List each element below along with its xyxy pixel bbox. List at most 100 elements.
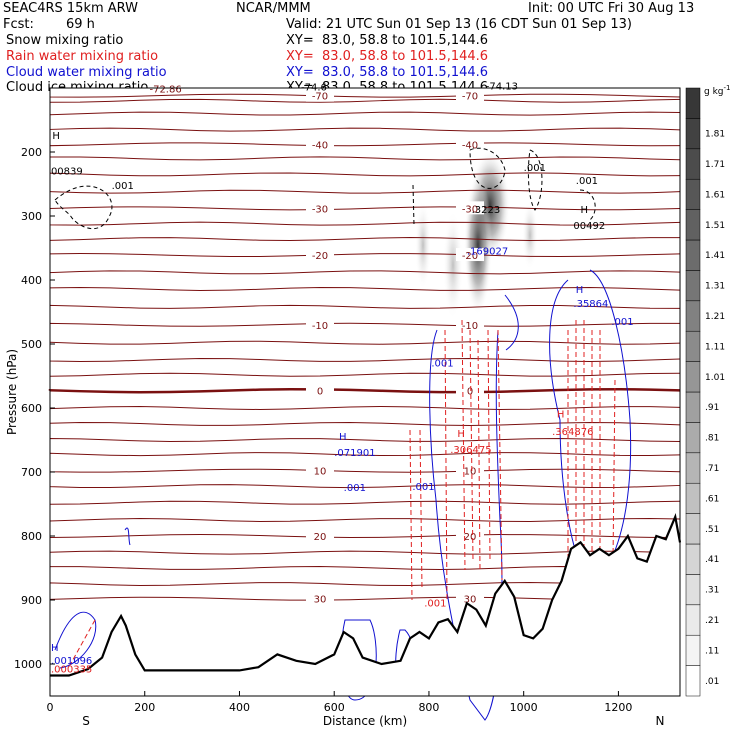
contour-labels: -72.86 -74.6 -74.13H00839.001.001.001H0049… [51, 81, 634, 675]
temperature-isotherm [49, 422, 681, 426]
y-tick-label: 300 [21, 210, 42, 223]
x-tick-label: 600 [324, 701, 345, 714]
y-tick-label: 1000 [14, 658, 42, 671]
isotherm-label: -10 [312, 321, 328, 332]
contour-value-label: .001 [611, 317, 633, 328]
temperature-isotherm [49, 372, 681, 377]
valid-time: Valid: 21 UTC Sun 01 Sep 13 (16 CDT Sun … [286, 17, 632, 32]
contour-value-label: .001 [344, 483, 366, 494]
temperature-isotherm [49, 270, 681, 275]
south-label: S [82, 714, 90, 728]
isotherm-label-bg [306, 591, 334, 605]
colorbar-label: .41 [705, 555, 719, 565]
terrain-line [50, 512, 682, 677]
isotherm-label-bg [306, 317, 334, 331]
colorbar-label: .21 [705, 616, 719, 626]
temperature-isotherm-labeled [49, 468, 681, 473]
contour-value-label: 00492 [573, 221, 605, 232]
colorbar-label: 1.11 [705, 342, 725, 352]
colorbar-label: 1.31 [705, 282, 725, 292]
isotherm-label: -10 [462, 321, 478, 332]
contour-value-label: .001 [412, 482, 434, 493]
temperature-isotherm [49, 237, 681, 242]
temperature-isotherm-labeled [48, 387, 681, 394]
field-rain-xy: XY= 83.0, 58.8 to 101.5,144.6 [286, 49, 489, 64]
contour-value-label: .364876 [552, 427, 593, 438]
colorbar-label: .11 [705, 646, 719, 656]
colorbar-label: 1.01 [705, 373, 725, 383]
colorbar: .01 .11 .21 .31 .41 .51 .61 .71 .81 .91 1.01 1.11 1.… [685, 87, 725, 697]
contour-value-label: -74.13 [486, 81, 518, 92]
temperature-isotherm [49, 111, 681, 116]
x-axis-title: Distance (km) [323, 714, 407, 728]
max-marker-h: H [576, 285, 584, 296]
temperature-isotherm [49, 484, 681, 489]
colorbar-swatch [685, 178, 701, 210]
y-tick-label: 700 [21, 466, 42, 479]
field-snow-xy: XY= 83.0, 58.8 to 101.5,144.6 [286, 33, 489, 48]
colorbar-swatch [685, 148, 701, 180]
colorbar-swatch [685, 665, 701, 697]
isotherm-label: -40 [462, 140, 478, 151]
isotherm-label-bg [456, 137, 484, 151]
isotherm-label-bg [306, 201, 334, 215]
colorbar-label: 1.21 [705, 312, 725, 322]
cloud-ice-contours [54, 147, 596, 230]
colorbar-swatch [685, 543, 701, 575]
isotherm-label-bg [306, 463, 334, 477]
isotherm-label-bg [306, 137, 334, 151]
temperature-isotherm-labeled [49, 142, 681, 147]
temperature-isotherm [49, 500, 681, 505]
org-label: NCAR/MMM [236, 1, 311, 16]
isotherm-label: -30 [312, 204, 328, 215]
colorbar-swatch [685, 391, 701, 423]
colorbar-swatch [685, 574, 701, 606]
colorbar-label: .91 [705, 403, 719, 413]
isotherm-label-bg [456, 591, 484, 605]
x-tick-label: 0 [47, 701, 54, 714]
isotherm-label: 30 [464, 595, 477, 606]
x-tick-label: 1000 [510, 701, 538, 714]
temperature-isotherm [49, 189, 681, 194]
temperature-isotherm [49, 518, 681, 522]
isotherm-label: -40 [312, 140, 328, 151]
terrain [50, 512, 682, 696]
isotherm-label: 0 [467, 387, 473, 398]
colorbar-label: .01 [705, 677, 719, 687]
max-marker-h: H [52, 131, 60, 142]
isotherm-label: 0 [317, 387, 323, 398]
temperature-isotherm [49, 437, 681, 442]
colorbar-swatch [685, 87, 701, 119]
isotherm-label-bg [306, 88, 334, 102]
contour-value-label: .001 [424, 598, 446, 609]
isotherm-label: -70 [462, 92, 478, 103]
contour-value-label: -72.86 [149, 84, 181, 95]
isotherm-label: -70 [312, 92, 328, 103]
y-axis-title: Pressure (hPa) [5, 349, 19, 435]
colorbar-label: .51 [705, 525, 719, 535]
colorbar-label: 1.61 [705, 190, 725, 200]
isotherm-label: -20 [312, 251, 328, 262]
y-tick-label: 400 [21, 274, 42, 287]
colorbar-swatch [685, 422, 701, 454]
contour-value-label: .001096 [51, 656, 92, 667]
y-tick-label: 900 [21, 594, 42, 607]
colorbar-swatch [685, 209, 701, 241]
temperature-isotherm-labeled [49, 533, 681, 538]
max-marker-h: H [339, 432, 347, 443]
field-cloud-water-name: Cloud water mixing ratio [6, 65, 167, 80]
temperature-isotherm [49, 452, 681, 457]
isotherm-label: 20 [464, 532, 477, 543]
contour-value-label: .071901 [334, 448, 375, 459]
colorbar-swatch [685, 513, 701, 545]
model-title: SEAC4RS 15km ARW [3, 1, 139, 16]
temperature-isotherm [49, 406, 681, 410]
isotherm-label: 30 [314, 595, 327, 606]
temperature-isotherm [49, 98, 681, 103]
colorbar-swatch [685, 361, 701, 393]
temperature-isotherm [49, 156, 681, 161]
temperature-isotherm-labeled [49, 322, 681, 327]
field-rain-name: Rain water mixing ratio [6, 49, 159, 64]
contour-value-label: .001 [524, 163, 546, 174]
